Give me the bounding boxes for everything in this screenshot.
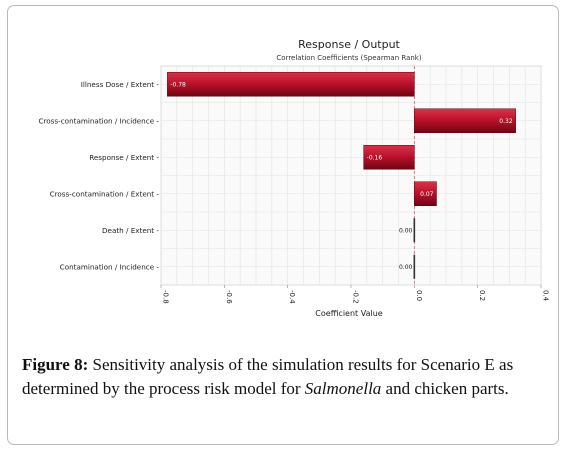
x-tick-label: 0.0	[415, 290, 423, 301]
figure-caption: Figure 8: Sensitivity analysis of the si…	[22, 353, 562, 401]
x-tick-label: -0.2	[352, 290, 360, 304]
chart-subtitle: Correlation Coefficients (Spearman Rank)	[276, 54, 421, 62]
category-labels: Illness Dose / Extent - Cross-contaminati…	[38, 80, 159, 272]
x-axis-label: Coefficient Value	[315, 309, 382, 318]
x-tick-label: -0.4	[288, 290, 296, 304]
category-label: Cross-contamination / Incidence -	[38, 116, 159, 125]
caption-text-end: and chicken parts.	[381, 379, 509, 398]
caption-text: Sensitivity analysis of the simulation r…	[22, 355, 514, 398]
data-label: -0.78	[170, 81, 186, 88]
data-label: 0.00	[399, 264, 413, 271]
data-label: 0.00	[399, 227, 413, 234]
x-axis-ticks: -0.8 -0.6 -0.4 -0.2 0.0 0.2 0.4	[160, 285, 550, 304]
figure-label: Figure 8:	[22, 355, 89, 374]
x-tick-label: 0.2	[478, 290, 486, 301]
category-label: Illness Dose / Extent -	[81, 80, 160, 89]
data-label: -0.16	[367, 154, 383, 161]
bar	[413, 254, 416, 279]
category-label: Contamination / Incidence -	[60, 262, 160, 271]
bars: -0.78 0.32 -0.16 0.07 0.00 0.00	[167, 72, 516, 279]
bar	[414, 181, 437, 206]
category-label: Cross-contamination / Extent -	[50, 189, 160, 198]
data-label: 0.32	[499, 118, 513, 125]
category-label: Response / Extent -	[89, 153, 159, 162]
sensitivity-chart: Response / Output Correlation Coefficien…	[38, 38, 550, 318]
grid-lines	[161, 66, 541, 285]
data-label: 0.07	[420, 191, 434, 198]
caption-species: Salmonella	[304, 379, 382, 398]
x-tick-label: -0.6	[225, 290, 233, 304]
bar	[363, 145, 415, 170]
category-label: Death / Extent -	[102, 226, 159, 235]
chart-title: Response / Output	[298, 38, 400, 51]
figure-frame: Response / Output Correlation Coefficien…	[7, 5, 559, 445]
x-tick-label: -0.8	[162, 290, 170, 304]
bar	[414, 108, 516, 133]
bar	[167, 72, 415, 97]
bar	[413, 218, 416, 243]
x-tick-label: 0.4	[542, 290, 550, 302]
